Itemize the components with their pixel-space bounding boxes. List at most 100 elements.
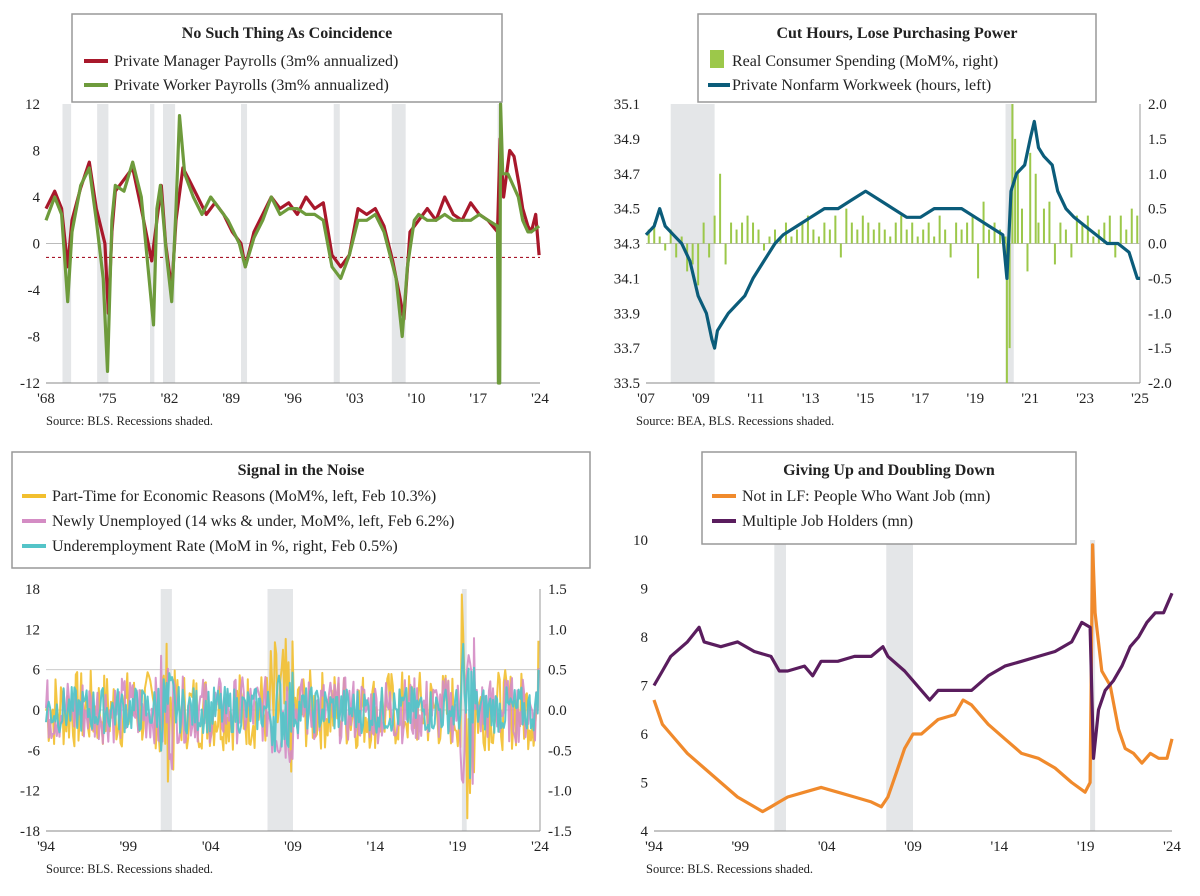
- x-tick-label: '21: [1021, 391, 1039, 407]
- y-tick-label: -4: [28, 283, 41, 299]
- y-right-tick-label: 1.5: [548, 582, 567, 598]
- x-tick-label: '11: [747, 391, 764, 407]
- x-tick-label: '75: [99, 391, 117, 407]
- spending-bar: [697, 243, 700, 286]
- y-right-tick-label: 1.5: [1148, 132, 1167, 148]
- series-line-2: [45, 642, 540, 780]
- y-tick-label: 34.3: [614, 237, 640, 253]
- legend-label-worker: Private Worker Payrolls (3m% annualized): [114, 77, 389, 94]
- spending-bar: [653, 222, 656, 244]
- x-tick-label: '23: [1076, 391, 1094, 407]
- x-tick-label: '17: [912, 391, 930, 407]
- spending-bar: [741, 222, 744, 244]
- y-right-axis-ticks: 2.0 1.5 1.0 0.5 0.0 -0.5 -1.0 -1.5 -2.0: [1148, 97, 1172, 392]
- x-tick-label: '25: [1131, 391, 1149, 407]
- legend-label-spending: Real Consumer Spending (MoM%, right): [732, 53, 998, 70]
- y-tick-label: 8: [641, 630, 649, 646]
- spending-bar: [1011, 104, 1014, 244]
- spending-bar: [916, 236, 919, 244]
- x-tick-label: '94: [645, 839, 663, 855]
- legend-label-newly-unemployed: Newly Unemployed (14 wks & under, MoM%, …: [52, 513, 454, 530]
- x-axis-ticks: '68 '75 '82 '89 '96 '03 '10 '17 '24: [37, 391, 549, 407]
- x-tick-label: '19: [1077, 839, 1095, 855]
- y-tick-label: 0: [33, 237, 41, 253]
- x-tick-label: '04: [202, 839, 220, 855]
- x-tick-label: '09: [692, 391, 710, 407]
- y-tick-label: -12: [20, 784, 40, 800]
- series-line-0: [652, 543, 1174, 814]
- spending-bar: [856, 229, 859, 244]
- spending-bar: [1048, 201, 1051, 244]
- spending-bar: [1119, 215, 1122, 244]
- spending-bar: [1125, 229, 1128, 244]
- legend-box: [11, 451, 591, 569]
- spending-bar: [823, 222, 826, 244]
- y-tick-label: -8: [28, 330, 41, 346]
- spending-bar: [839, 243, 842, 258]
- y-right-tick-label: -1.0: [548, 784, 572, 800]
- x-tick-label: '10: [408, 391, 426, 407]
- spending-bar: [719, 173, 722, 244]
- spending-bar: [795, 229, 798, 244]
- spending-bar: [1092, 236, 1095, 244]
- y-tick-label: 8: [33, 144, 41, 160]
- spending-bar: [911, 222, 914, 244]
- y-right-tick-label: 1.0: [1148, 167, 1167, 183]
- y-tick-label: 0: [33, 703, 41, 719]
- y-tick-label: 12: [25, 622, 40, 638]
- panel-noise-chart: '94 '99 '04 '09 '14 '19 '24 18 12 6 0 -6 -12 -18 1.5…: [11, 451, 591, 876]
- x-axis-ticks: '94 '99 '04 '09 '14 '19 '24: [37, 839, 549, 855]
- x-tick-label: '24: [531, 839, 549, 855]
- spending-bar: [812, 229, 815, 244]
- spending-bar: [713, 215, 716, 244]
- spending-bar: [889, 236, 892, 244]
- spending-bar: [1136, 215, 1139, 244]
- source-note: Source: BLS. Recessions shaded.: [46, 414, 213, 428]
- spending-bar: [757, 229, 760, 244]
- y-right-tick-label: -0.5: [548, 743, 572, 759]
- spending-bar: [1034, 173, 1037, 244]
- chart-title: No Such Thing As Coincidence: [182, 25, 392, 42]
- spending-bar: [806, 215, 809, 244]
- spending-bar: [1103, 222, 1106, 244]
- spending-bar: [894, 222, 897, 244]
- spending-bar: [883, 229, 886, 244]
- recession-band: [774, 540, 787, 831]
- x-tick-label: '03: [346, 391, 364, 407]
- series-line-1: [652, 592, 1174, 760]
- x-tick-label: '17: [469, 391, 487, 407]
- spending-bar: [960, 229, 963, 244]
- y-tick-label: -18: [20, 824, 40, 840]
- spending-bar: [1130, 208, 1133, 244]
- spending-bar: [708, 243, 711, 258]
- legend-box: [701, 451, 1077, 545]
- spending-bar: [949, 243, 952, 258]
- y-axis-ticks: 10 9 8 7 6 5 4: [633, 533, 649, 840]
- x-tick-label: '07: [637, 391, 655, 407]
- series-lines: [45, 593, 540, 820]
- y-right-tick-label: -1.5: [1148, 341, 1172, 357]
- spending-bar: [1005, 243, 1008, 383]
- source-note: Source: BLS. Recessions shaded.: [46, 862, 213, 876]
- recession-band: [886, 540, 913, 831]
- x-tick-label: '14: [366, 839, 384, 855]
- spending-bar: [773, 229, 776, 244]
- spending-bar: [1016, 173, 1019, 244]
- y-right-tick-label: 0.0: [1148, 237, 1167, 253]
- spending-bar: [658, 236, 661, 244]
- spending-bar: [691, 243, 694, 265]
- x-tick-label: '04: [818, 839, 836, 855]
- y-right-tick-label: -0.5: [1148, 271, 1172, 287]
- spending-bar: [999, 229, 1002, 244]
- spending-bar: [735, 229, 738, 244]
- y-tick-label: 34.9: [614, 132, 640, 148]
- spending-bar: [955, 222, 958, 244]
- y-right-tick-label: 0.5: [1148, 202, 1167, 218]
- spending-bar: [801, 222, 804, 244]
- series-line-1: [44, 102, 541, 385]
- spending-bar: [1064, 229, 1067, 244]
- spending-bar: [1014, 138, 1017, 244]
- spending-bar: [944, 229, 947, 244]
- spending-bar: [834, 215, 837, 244]
- spending-bar: [878, 222, 881, 244]
